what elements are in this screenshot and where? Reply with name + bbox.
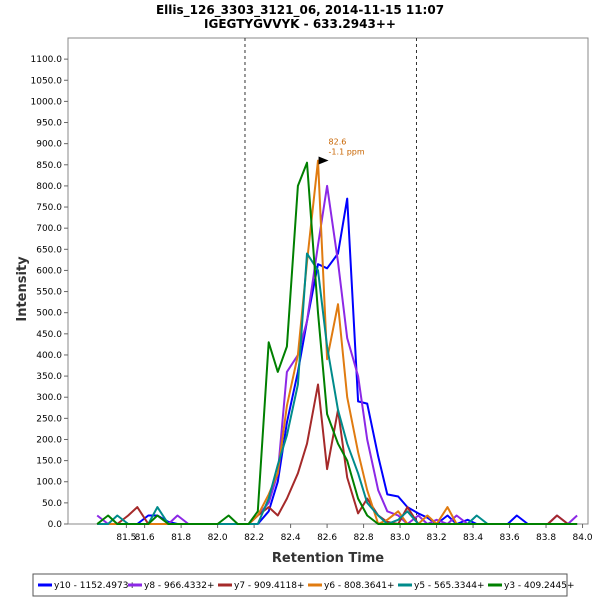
series-line-6 xyxy=(96,161,578,525)
x-tick-label: 83.2 xyxy=(427,533,447,543)
x-tick-label: 84.0 xyxy=(573,533,593,543)
peak-annotation: 82.6 -1.1 ppm xyxy=(318,138,365,165)
y-axis-label: Intensity xyxy=(15,256,30,322)
plot-area xyxy=(67,37,589,525)
y-tick-label: 950.0 xyxy=(36,119,62,129)
legend-label-5: y5 - 565.3344+ xyxy=(414,581,485,591)
y-tick-label: 0.0 xyxy=(48,520,63,530)
x-tick-label: 82.0 xyxy=(208,533,228,543)
legend-label-3: y7 - 909.4118+ xyxy=(234,581,305,591)
x-tick-label: 83.8 xyxy=(536,533,556,543)
x-tick-label: 83.6 xyxy=(500,533,520,543)
y-tick-label: 850.0 xyxy=(36,161,62,171)
y-tick-label: 1000.0 xyxy=(31,97,63,107)
annotation-rt: 82.6 xyxy=(329,138,347,147)
y-tick-label: 900.0 xyxy=(36,140,62,150)
y-tick-label: 550.0 xyxy=(36,288,62,298)
y-tick-label: 50.0 xyxy=(42,499,62,509)
x-axis-label: Retention Time xyxy=(272,551,384,566)
legend-label-2: y8 - 966.4332+ xyxy=(144,581,215,591)
y-axis: 0.0 50.0 100.0 150.0 200.0 250.0 300.0 350.0 400… xyxy=(31,55,68,530)
x-axis: 81.581.6 81.8 82.0 82.2 82.4 82.6 82.8 83.0 83.2… xyxy=(116,524,593,543)
x-tick-label: 82.8 xyxy=(354,533,374,543)
chart-subtitle: IGEGTYGVVYK - 633.2943++ xyxy=(204,17,396,31)
y-tick-label: 250.0 xyxy=(36,414,62,424)
annotation-ppm: -1.1 ppm xyxy=(329,148,365,157)
boundary-lines xyxy=(244,38,417,524)
y-tick-label: 750.0 xyxy=(36,203,62,213)
y-tick-label: 350.0 xyxy=(36,372,62,382)
chart-title: Ellis_126_3303_3121_06, 2014-11-15 11:07 xyxy=(156,3,444,18)
y-tick-label: 600.0 xyxy=(36,266,62,276)
y-tick-label: 200.0 xyxy=(36,435,62,445)
x-tick-label: 83.0 xyxy=(390,533,410,543)
legend-label-6: y3 - 409.2445+ xyxy=(504,581,575,591)
x-tick-label: 82.6 xyxy=(317,533,337,543)
series-layer xyxy=(96,159,578,525)
y-tick-label: 500.0 xyxy=(36,309,62,319)
y-tick-label: 1050.0 xyxy=(31,76,63,86)
y-tick-label: 650.0 xyxy=(36,245,62,255)
y-tick-label: 150.0 xyxy=(36,457,62,467)
y-tick-label: 450.0 xyxy=(36,330,62,340)
x-tick-label: 81.8 xyxy=(171,533,191,543)
x-tick-label: 81.6 xyxy=(135,533,155,543)
legend-items: y10 - 1152.4973+ y8 - 966.4332+ y7 - 909.4… xyxy=(38,581,575,591)
legend xyxy=(32,573,568,597)
x-tick-label: 82.2 xyxy=(244,533,264,543)
x-tick-label: 83.4 xyxy=(463,533,483,543)
legend-label-1: y10 - 1152.4973+ xyxy=(54,581,136,591)
y-tick-label: 300.0 xyxy=(36,393,62,403)
x-tick-label: 81.5 xyxy=(116,533,136,543)
y-tick-label: 100.0 xyxy=(36,478,62,488)
y-tick-label: 700.0 xyxy=(36,224,62,234)
y-tick-label: 1100.0 xyxy=(31,55,63,65)
peak-marker-icon xyxy=(318,156,329,165)
y-tick-label: 800.0 xyxy=(36,182,62,192)
y-tick-label: 400.0 xyxy=(36,351,62,361)
legend-label-4: y6 - 808.3641+ xyxy=(324,581,395,591)
x-tick-label: 82.4 xyxy=(281,533,301,543)
